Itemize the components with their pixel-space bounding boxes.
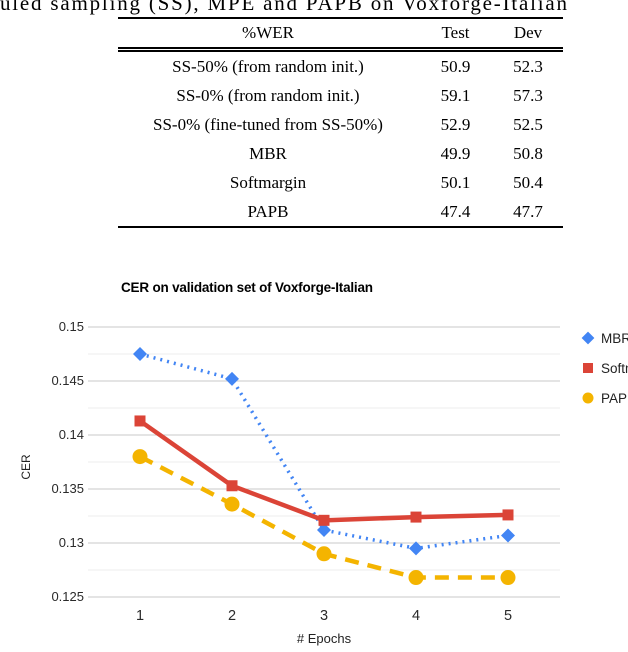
y-axis-tick-label: 0.125 [51, 589, 84, 604]
data-point-papb [224, 496, 240, 512]
table-row: SS-0% (fine-tuned from SS-50%) 52.9 52.5 [118, 110, 563, 139]
dev-value: 47.7 [513, 201, 543, 221]
y-axis-tick-label: 0.14 [58, 427, 84, 442]
x-axis-tick-label: 1 [135, 608, 145, 624]
chart-legend: MBR Softmargin PAPB [581, 323, 628, 413]
legend-item-softmargin: Softmargin [581, 353, 628, 383]
table-row: Softmargin 50.1 50.4 [118, 168, 563, 197]
x-axis-tick-label: 5 [503, 608, 513, 624]
row-label: MBR [249, 143, 287, 163]
data-point-softmargin [134, 415, 146, 427]
series-line-mbr [139, 352, 509, 551]
row-label: Softmargin [229, 172, 307, 192]
legend-label: PAPB [601, 390, 628, 406]
data-point-mbr [317, 523, 331, 538]
data-point-softmargin [226, 480, 238, 492]
x-axis-title: # Epochs [296, 631, 352, 646]
test-value: 49.9 [440, 143, 471, 163]
dev-value: 50.4 [513, 172, 543, 192]
y-axis-tick-label: 0.135 [51, 481, 84, 496]
dev-value: 52.3 [513, 56, 543, 76]
test-value: 50.9 [440, 56, 471, 76]
dev-value: 52.5 [513, 114, 543, 134]
test-value: 59.1 [440, 85, 471, 105]
header-test: Test [418, 18, 493, 52]
table-row: PAPB 47.4 47.7 [118, 197, 563, 227]
row-label: SS-0% (from random init.) [176, 85, 360, 105]
data-point-papb [132, 449, 148, 465]
data-point-mbr [409, 541, 423, 556]
table-row: SS-50% (from random init.) 50.9 52.3 [118, 50, 563, 82]
x-axis-tick-label: 4 [411, 608, 421, 624]
header-wer: %WER [118, 18, 418, 52]
y-axis-tick-label: 0.145 [51, 373, 84, 388]
dev-value: 57.3 [513, 85, 543, 105]
data-point-papb [408, 570, 424, 586]
test-value: 47.4 [440, 201, 471, 221]
y-axis-tick-label: 0.15 [58, 319, 84, 334]
legend-label: Softmargin [601, 360, 628, 376]
test-value: 50.1 [440, 172, 471, 192]
y-axis-tick-label: 0.13 [58, 535, 84, 550]
square-marker-icon [581, 361, 595, 375]
diamond-marker-icon [581, 331, 595, 345]
series-line-softmargin [138, 419, 509, 523]
row-label: PAPB [247, 201, 289, 221]
row-label: SS-0% (fine-tuned from SS-50%) [153, 114, 383, 134]
table-row: MBR 49.9 50.8 [118, 139, 563, 168]
x-axis-tick-label: 3 [319, 608, 329, 624]
table-caption: uled sampling (SS), MPE and PAPB on Voxf… [0, 0, 569, 15]
wer-results-table: %WER Test Dev SS-50% (from random init.)… [118, 17, 563, 228]
data-point-softmargin [410, 511, 422, 523]
data-point-papb [316, 546, 332, 562]
legend-label: MBR [601, 330, 628, 346]
data-point-softmargin [502, 509, 514, 521]
data-point-softmargin [318, 514, 330, 526]
chart-title: CER on validation set of Voxforge-Italia… [121, 280, 373, 295]
dev-value: 50.8 [513, 143, 543, 163]
data-point-mbr [133, 347, 147, 361]
legend-item-mbr: MBR [581, 323, 628, 353]
test-value: 52.9 [440, 114, 471, 134]
wer-table-header: %WER Test Dev [118, 18, 563, 52]
legend-item-papb: PAPB [581, 383, 628, 413]
data-point-mbr [501, 528, 515, 543]
data-point-mbr [225, 371, 239, 386]
row-label: SS-50% (from random init.) [172, 56, 364, 76]
data-point-papb [500, 570, 516, 586]
circle-marker-icon [581, 391, 595, 405]
header-dev: Dev [493, 18, 563, 52]
table-row: SS-0% (from random init.) 59.1 57.3 [118, 81, 563, 110]
x-axis-tick-label: 2 [227, 608, 237, 624]
